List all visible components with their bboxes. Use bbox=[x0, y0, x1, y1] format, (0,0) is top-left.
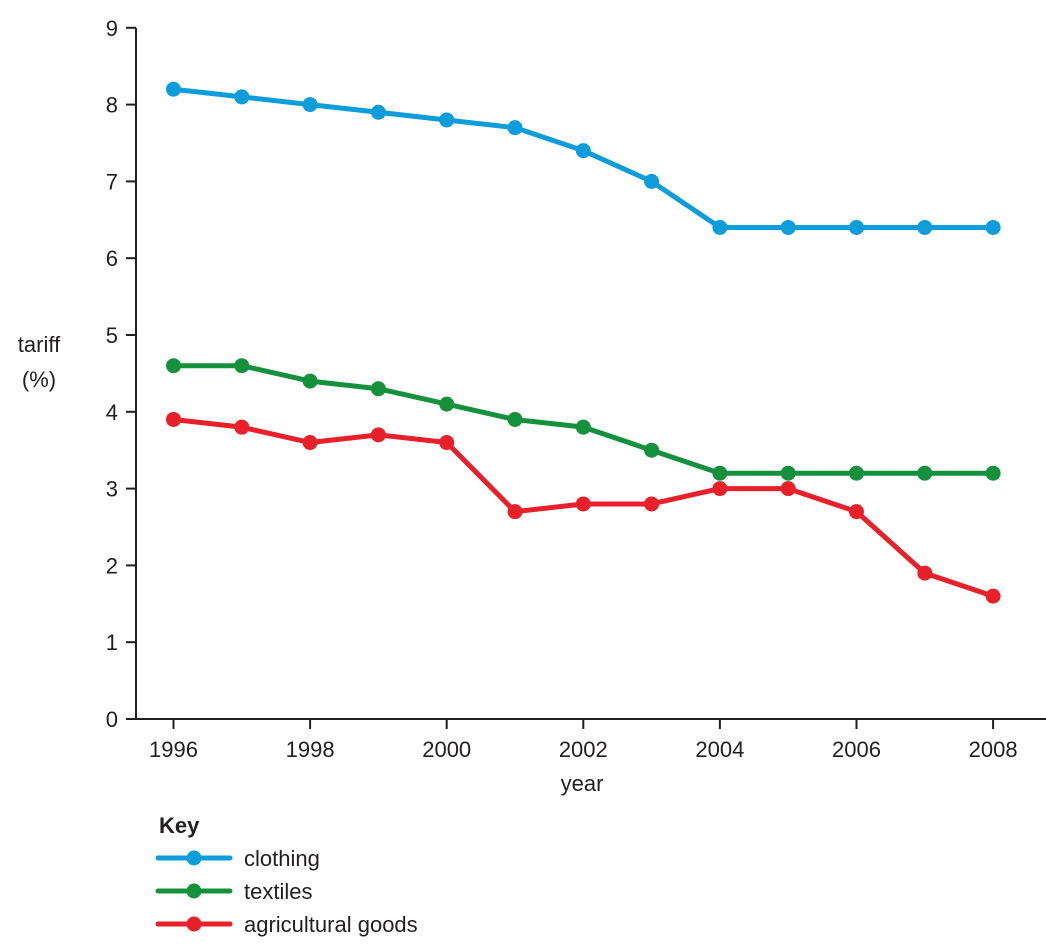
legend-swatch-marker bbox=[186, 850, 202, 866]
data-point-agricultural-goods bbox=[712, 481, 728, 497]
data-point-textiles bbox=[575, 419, 591, 435]
data-point-textiles bbox=[712, 465, 728, 481]
data-point-agricultural-goods bbox=[234, 419, 250, 435]
legend-item-agricultural-goods: agricultural goods bbox=[155, 912, 418, 937]
data-point-textiles bbox=[780, 465, 796, 481]
y-tick-label: 3 bbox=[106, 477, 118, 502]
data-point-clothing bbox=[917, 219, 933, 235]
legend-title: Key bbox=[159, 813, 200, 838]
x-tick-label: 2008 bbox=[969, 737, 1018, 762]
data-point-textiles bbox=[439, 396, 455, 412]
legend-label: textiles bbox=[244, 879, 312, 904]
data-point-agricultural-goods bbox=[985, 588, 1001, 604]
data-point-clothing bbox=[370, 104, 386, 120]
legend-item-clothing: clothing bbox=[155, 846, 320, 871]
data-point-agricultural-goods bbox=[302, 435, 318, 451]
data-point-textiles bbox=[234, 358, 250, 374]
series-line-textiles bbox=[171, 363, 996, 476]
legend: Key clothing textiles agricultural goods bbox=[155, 813, 418, 937]
data-point-clothing bbox=[644, 173, 660, 189]
data-point-textiles bbox=[507, 411, 523, 427]
x-tick-label: 2002 bbox=[559, 737, 608, 762]
data-point-textiles bbox=[644, 442, 660, 458]
legend-label: clothing bbox=[244, 846, 320, 871]
x-tick-label: 2000 bbox=[422, 737, 471, 762]
data-point-agricultural-goods bbox=[507, 504, 523, 520]
data-point-agricultural-goods bbox=[439, 435, 455, 451]
y-tick-label: 4 bbox=[106, 400, 118, 425]
y-tick-label: 2 bbox=[106, 553, 118, 578]
data-point-clothing bbox=[780, 219, 796, 235]
x-tick-label: 1998 bbox=[286, 737, 335, 762]
y-ticks: 0 1 2 3 4 5 6 7 8 9 bbox=[106, 16, 136, 732]
data-point-agricultural-goods bbox=[575, 496, 591, 512]
data-point-clothing bbox=[439, 112, 455, 128]
data-point-clothing bbox=[985, 219, 1001, 235]
data-point-textiles bbox=[166, 358, 181, 374]
x-ticks: 1996 1998 2000 2002 2004 2006 2008 bbox=[149, 719, 1018, 762]
y-tick-label: 1 bbox=[106, 630, 118, 655]
y-tick-label: 6 bbox=[106, 246, 118, 271]
data-point-clothing bbox=[302, 97, 318, 113]
series-line-clothing bbox=[171, 86, 996, 230]
y-tick-label: 5 bbox=[106, 323, 118, 348]
y-axis-label-line2: (%) bbox=[22, 367, 56, 392]
data-point-clothing bbox=[166, 81, 181, 97]
data-point-clothing bbox=[575, 143, 591, 159]
data-point-textiles bbox=[302, 373, 318, 389]
data-point-textiles bbox=[849, 465, 864, 481]
x-axis-label: year bbox=[561, 771, 604, 796]
legend-label: agricultural goods bbox=[244, 912, 418, 937]
data-point-clothing bbox=[234, 89, 250, 105]
data-point-clothing bbox=[712, 219, 728, 235]
data-point-agricultural-goods bbox=[917, 565, 933, 581]
data-point-agricultural-goods bbox=[644, 496, 660, 512]
y-tick-label: 7 bbox=[106, 169, 118, 194]
series-agricultural-goods bbox=[166, 411, 1001, 604]
y-axis-label-line1: tariff bbox=[18, 332, 61, 357]
x-tick-label: 2006 bbox=[832, 737, 881, 762]
data-point-clothing bbox=[849, 219, 864, 235]
y-tick-label: 9 bbox=[106, 16, 118, 41]
data-point-textiles bbox=[917, 465, 933, 481]
data-point-textiles bbox=[370, 381, 386, 397]
data-point-agricultural-goods bbox=[849, 504, 864, 520]
data-point-clothing bbox=[507, 120, 523, 136]
series-textiles bbox=[166, 358, 1001, 481]
legend-swatch-marker bbox=[186, 883, 202, 899]
x-tick-label: 2004 bbox=[695, 737, 744, 762]
data-point-agricultural-goods bbox=[166, 411, 181, 427]
axes bbox=[135, 28, 1046, 720]
y-tick-label: 8 bbox=[106, 93, 118, 118]
series-clothing bbox=[166, 81, 1001, 235]
data-point-agricultural-goods bbox=[370, 427, 386, 443]
data-point-agricultural-goods bbox=[780, 481, 796, 497]
y-tick-label: 0 bbox=[106, 707, 118, 732]
legend-swatch-marker bbox=[186, 916, 202, 932]
x-tick-label: 1996 bbox=[149, 737, 198, 762]
series-group bbox=[166, 81, 1001, 604]
data-point-textiles bbox=[985, 465, 1001, 481]
legend-item-textiles: textiles bbox=[155, 879, 312, 904]
